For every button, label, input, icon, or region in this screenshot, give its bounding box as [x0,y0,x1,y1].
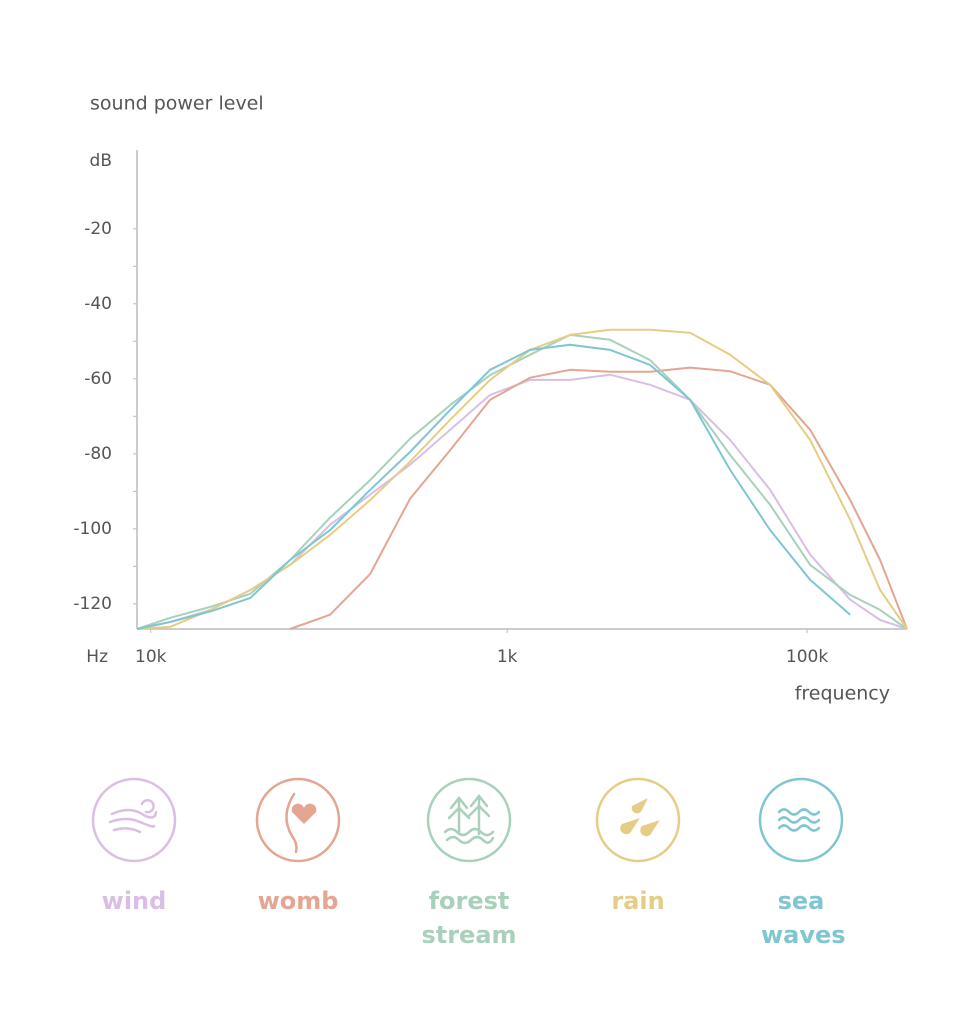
x-tick-label: 100k [786,647,828,667]
y-tick-label: -60 [84,369,112,389]
x-unit: Hz [86,647,108,667]
rain-icon [595,777,681,863]
sea-waves-icon [758,777,844,863]
chart: sound power level dB Hz frequency -20 -40… [73,93,908,705]
legend-icons [91,777,844,863]
y-axis-title: sound power level [90,93,264,115]
x-tick-label: 1k [497,647,518,667]
y-tick-label: -40 [84,294,112,314]
forest-stream-icon [426,777,512,863]
x-axis-title: frequency [795,683,890,705]
legend-label: wind [101,887,167,915]
legend-label: womb [257,887,339,915]
y-tick-label: -20 [84,219,112,239]
x-tick-label: 10k [135,647,167,667]
series-line [289,366,908,630]
y-tick-label: -120 [73,594,112,614]
series-line [136,328,908,630]
legend-label: forest stream [421,887,517,949]
legend-label: sea waves [761,887,846,949]
series-line [136,343,851,630]
series-line [136,333,908,630]
wind-icon [91,777,177,863]
y-tick-label: -80 [84,444,112,464]
y-tick-label: -100 [73,519,112,539]
womb-icon [255,777,341,863]
legend-label: rain [611,887,665,915]
y-unit: dB [90,151,112,171]
